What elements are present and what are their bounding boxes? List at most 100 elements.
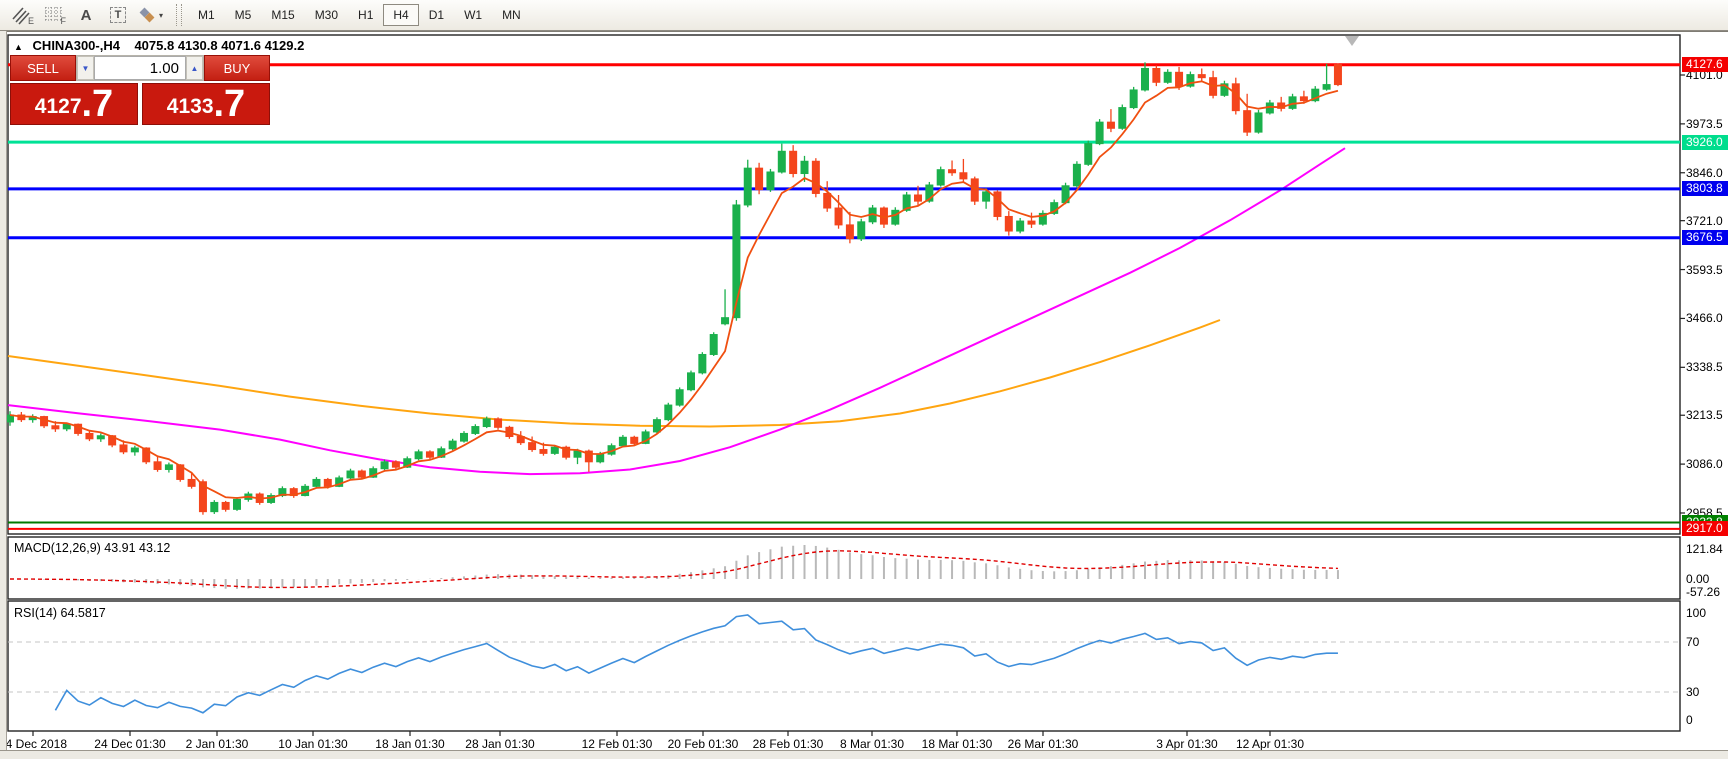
candle-body [85, 432, 94, 440]
textbox-tool-icon[interactable]: T [103, 3, 133, 27]
timeframe-button-d1[interactable]: D1 [428, 8, 445, 22]
candle-body [323, 478, 332, 487]
hatch-channel-tool-icon[interactable]: E [7, 3, 37, 27]
date-tick-label: 28 Feb 01:30 [752, 737, 824, 751]
date-tick-label: 18 Mar 01:30 [921, 737, 993, 751]
candle-body [687, 372, 695, 391]
candle-body [698, 353, 707, 374]
chart-title: ▲ CHINA300-,H4 4075.8 4130.8 4071.6 4129… [14, 38, 304, 53]
candle-body [993, 191, 1002, 217]
candle-body [119, 444, 128, 453]
rsi-axis-label: 70 [1686, 635, 1700, 649]
timeframe-button-m15[interactable]: M15 [271, 8, 295, 22]
candle-body [312, 478, 321, 487]
candle-body [153, 461, 162, 470]
candle-body [233, 498, 241, 510]
volume-input[interactable]: 1.00 [94, 56, 186, 80]
rsi-line [54, 614, 1338, 714]
date-tick-label: 10 Jan 01:30 [278, 737, 348, 751]
timeframe-button-h1[interactable]: H1 [358, 8, 374, 22]
candle-body [482, 418, 491, 428]
collapse-triangle-icon[interactable]: ▲ [14, 42, 23, 52]
candle-body [1095, 121, 1104, 145]
candle-body [1288, 96, 1297, 109]
sell-button[interactable]: SELL [10, 55, 76, 81]
timeframe-button-m5[interactable]: M5 [234, 8, 252, 22]
candle-body [74, 423, 83, 434]
rsi-pane [7, 600, 1681, 732]
macd-axis-label: 121.84 [1686, 542, 1723, 556]
candle-body [857, 221, 866, 240]
candle-body [811, 160, 820, 194]
candle-body [369, 468, 378, 478]
timeframe-button-mn[interactable]: MN [502, 8, 521, 22]
date-tick-label: 28 Jan 01:30 [465, 737, 535, 751]
candle-body [789, 150, 798, 175]
ohlc-readout: 4075.8 4130.8 4071.6 4129.2 [134, 38, 305, 53]
candle-body [1004, 215, 1013, 232]
candle-body [845, 224, 854, 240]
candle-body [267, 495, 276, 503]
fast-ma-line [9, 80, 1339, 500]
volume-increase-button[interactable]: ▲ [186, 56, 203, 80]
candle-body [1072, 163, 1081, 187]
candle-body [448, 440, 457, 450]
timeframe-buttons-group: M1 M5 M15 M30 H1 H4 D1 W1 MN [188, 4, 531, 26]
candle-body [573, 450, 582, 458]
candle-body [675, 389, 684, 406]
rsi-label: RSI(14) 64.5817 [14, 606, 106, 620]
grid-fibo-tool-icon[interactable]: F [45, 7, 66, 26]
candle-body [130, 447, 139, 453]
candle-body [948, 169, 957, 174]
candle-body [1220, 83, 1229, 96]
timeframe-button-m1[interactable]: M1 [198, 8, 215, 22]
candle-body [618, 436, 627, 447]
sell-price-display[interactable]: 4127 .7 [10, 83, 138, 125]
candle-body [1322, 84, 1331, 90]
candle-body [528, 442, 537, 451]
buy-price-display[interactable]: 4133 .7 [142, 83, 270, 125]
candle-body [914, 194, 922, 202]
price-badge-2917.0: 2917.0 [1682, 521, 1728, 537]
candle-body [721, 317, 730, 325]
candle-body [766, 171, 775, 191]
candle-body [437, 448, 446, 458]
candle-body [380, 461, 389, 470]
candle-body [221, 501, 230, 510]
chart-toolbar: E F A T ▾ M1 M5 M15 M30 H1 H4 D1 W1 MN [0, 0, 1728, 31]
candle-body [1152, 67, 1161, 83]
candle-body [210, 501, 219, 513]
drawing-tools-group: E F A T ▾ [6, 3, 166, 27]
candle-body [936, 169, 945, 186]
window-left-border [0, 31, 7, 759]
text-tool-icon[interactable]: A [80, 6, 92, 24]
timeframe-button-h4[interactable]: H4 [383, 4, 419, 26]
candle-body [970, 178, 979, 202]
arrows-tool-icon[interactable]: ▾ [135, 3, 165, 27]
macd-pane [7, 536, 1681, 600]
price-badge-3676.5: 3676.5 [1682, 230, 1728, 246]
candle-body [982, 191, 991, 202]
timeframe-button-m30[interactable]: M30 [314, 8, 339, 22]
timeframe-button-w1[interactable]: W1 [464, 8, 483, 22]
candle-body [198, 481, 207, 513]
candle-body [596, 453, 605, 463]
price-tick-label: 3973.5 [1686, 116, 1723, 131]
chart-shift-marker-icon[interactable] [1345, 36, 1359, 46]
candle-body [777, 150, 786, 173]
candle-body [709, 334, 718, 355]
candle-body [142, 447, 151, 463]
candle-body [562, 446, 571, 458]
candle-body [1311, 88, 1320, 102]
candle-body [834, 207, 843, 226]
candle-body [62, 423, 71, 430]
volume-decrease-button[interactable]: ▼ [77, 56, 94, 80]
macd-axis-label: 0.00 [1686, 572, 1710, 586]
date-tick-label: 24 Dec 01:30 [94, 737, 166, 751]
candle-body [278, 488, 287, 497]
sell-price-pips: .7 [81, 83, 114, 125]
candle-body [891, 209, 900, 225]
buy-button[interactable]: BUY [204, 55, 270, 81]
candle-body [630, 436, 639, 444]
price-badge-4127.6: 4127.6 [1682, 57, 1728, 73]
